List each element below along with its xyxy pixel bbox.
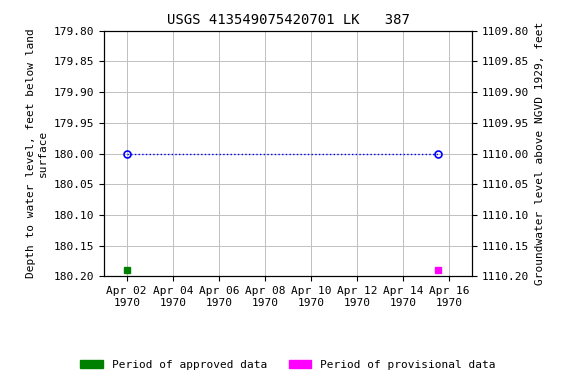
Legend: Period of approved data, Period of provisional data: Period of approved data, Period of provi… (76, 355, 500, 374)
Y-axis label: Groundwater level above NGVD 1929, feet: Groundwater level above NGVD 1929, feet (535, 22, 545, 285)
Y-axis label: Depth to water level, feet below land
surface: Depth to water level, feet below land su… (26, 29, 48, 278)
Title: USGS 413549075420701 LK   387: USGS 413549075420701 LK 387 (166, 13, 410, 27)
